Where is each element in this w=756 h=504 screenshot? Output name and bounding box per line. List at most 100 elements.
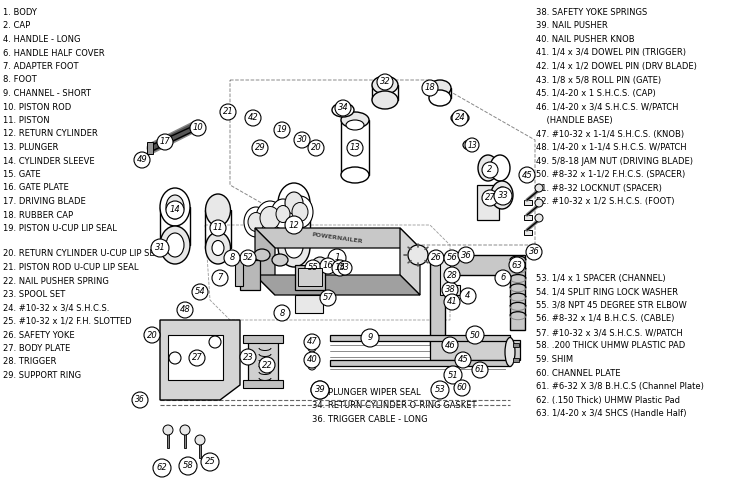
Bar [243,380,283,388]
Text: 49: 49 [137,156,147,164]
Text: 41. 1/4 x 3/4 DOWEL PIN (TRIGGER): 41. 1/4 x 3/4 DOWEL PIN (TRIGGER) [536,48,686,57]
Text: 9: 9 [367,334,373,343]
Text: 21: 21 [222,107,234,116]
Text: 43: 43 [340,264,350,273]
Circle shape [535,184,543,192]
Text: 38: 38 [445,285,455,294]
Text: 13. PLUNGER: 13. PLUNGER [3,143,58,152]
Circle shape [169,352,181,364]
Bar [477,185,499,220]
Circle shape [308,362,316,370]
Text: 55: 55 [308,264,318,273]
Text: 27: 27 [191,353,203,362]
Circle shape [526,244,542,260]
Text: 63: 63 [512,261,522,270]
Circle shape [308,344,316,352]
Text: 4: 4 [465,291,471,300]
Text: 21. PISTON ROD U-CUP LIP SEAL: 21. PISTON ROD U-CUP LIP SEAL [3,263,138,272]
Circle shape [335,100,351,116]
Text: 34. RETURN CYLINDER O-RING GASKET: 34. RETURN CYLINDER O-RING GASKET [312,402,476,410]
Text: 7. ADAPTER FOOT: 7. ADAPTER FOOT [3,62,79,71]
Circle shape [285,216,303,234]
Bar [295,295,323,313]
Text: 15. GATE: 15. GATE [3,170,41,179]
Bar [330,335,510,341]
Text: 50. #8-32 x 1-1/2 F.H.C.S. (SPACER): 50. #8-32 x 1-1/2 F.H.C.S. (SPACER) [536,170,685,179]
Text: 8. FOOT: 8. FOOT [3,76,37,85]
Ellipse shape [166,233,184,257]
Bar [309,354,315,366]
Circle shape [442,282,458,298]
Text: 51: 51 [448,370,458,380]
Text: 30: 30 [296,136,308,145]
Circle shape [274,305,290,321]
Text: 8: 8 [229,254,234,263]
Circle shape [431,381,449,399]
Text: 36: 36 [460,250,472,260]
Text: 61: 61 [475,365,485,374]
Circle shape [519,167,535,183]
Text: 39. NAIL PUSHER: 39. NAIL PUSHER [536,22,608,31]
Text: 16: 16 [323,262,333,271]
Text: 20. RETURN CYLINDER U-CUP LIP SEAL: 20. RETURN CYLINDER U-CUP LIP SEAL [3,249,165,259]
Circle shape [535,199,543,207]
Text: 56: 56 [447,254,457,263]
Circle shape [377,74,393,90]
Text: 27: 27 [485,194,495,203]
Circle shape [472,362,488,378]
Circle shape [465,138,479,152]
Polygon shape [160,320,240,400]
Text: 31: 31 [155,243,166,253]
Text: 26. SAFETY YOKE: 26. SAFETY YOKE [3,331,75,340]
Text: 54: 54 [194,287,206,296]
Polygon shape [255,228,420,248]
Text: 10. PISTON ROD: 10. PISTON ROD [3,102,71,111]
Ellipse shape [278,183,310,223]
Circle shape [305,260,321,276]
Ellipse shape [372,76,398,94]
Ellipse shape [160,226,190,264]
Text: 45: 45 [457,355,469,364]
Polygon shape [255,228,275,295]
Circle shape [482,162,498,178]
Text: 63. 1/4-20 x 3/4 SHCS (Handle Half): 63. 1/4-20 x 3/4 SHCS (Handle Half) [536,409,686,418]
Ellipse shape [248,213,264,231]
Circle shape [444,250,460,266]
Text: 42: 42 [248,113,259,122]
Text: 26: 26 [431,254,442,263]
Bar [243,335,283,343]
Ellipse shape [372,91,398,109]
Circle shape [134,152,150,168]
Text: 41: 41 [447,297,457,306]
Text: 1: 1 [334,254,340,263]
Circle shape [177,302,193,318]
Circle shape [495,270,511,286]
Text: 24: 24 [454,113,466,122]
Text: 13: 13 [467,141,477,150]
Circle shape [444,267,460,283]
Circle shape [494,187,512,205]
Circle shape [308,140,324,156]
Bar [330,360,510,366]
Text: 36. TRIGGER CABLE - LONG: 36. TRIGGER CABLE - LONG [312,415,428,424]
Text: 17. DRIVING BLADE: 17. DRIVING BLADE [3,197,85,206]
Text: 42. 1/4 x 1/2 DOWEL PIN (DRV BLADE): 42. 1/4 x 1/2 DOWEL PIN (DRV BLADE) [536,62,697,71]
Ellipse shape [276,206,290,222]
Text: 11: 11 [212,223,223,232]
Text: 27. BODY PLATE: 27. BODY PLATE [3,344,70,353]
Circle shape [428,250,444,266]
Text: 48: 48 [180,305,191,314]
Text: 9. CHANNEL - SHORT: 9. CHANNEL - SHORT [3,89,91,98]
Text: 36: 36 [528,247,539,257]
Circle shape [312,257,328,273]
Ellipse shape [160,188,190,226]
Circle shape [224,250,240,266]
Text: 12: 12 [289,221,299,229]
Text: 23. SPOOL SET: 23. SPOOL SET [3,290,65,299]
Circle shape [166,201,184,219]
Circle shape [320,258,336,274]
Ellipse shape [260,207,280,229]
Text: 39: 39 [314,386,325,395]
Text: POWERNAILER: POWERNAILER [311,232,363,244]
Circle shape [466,326,484,344]
